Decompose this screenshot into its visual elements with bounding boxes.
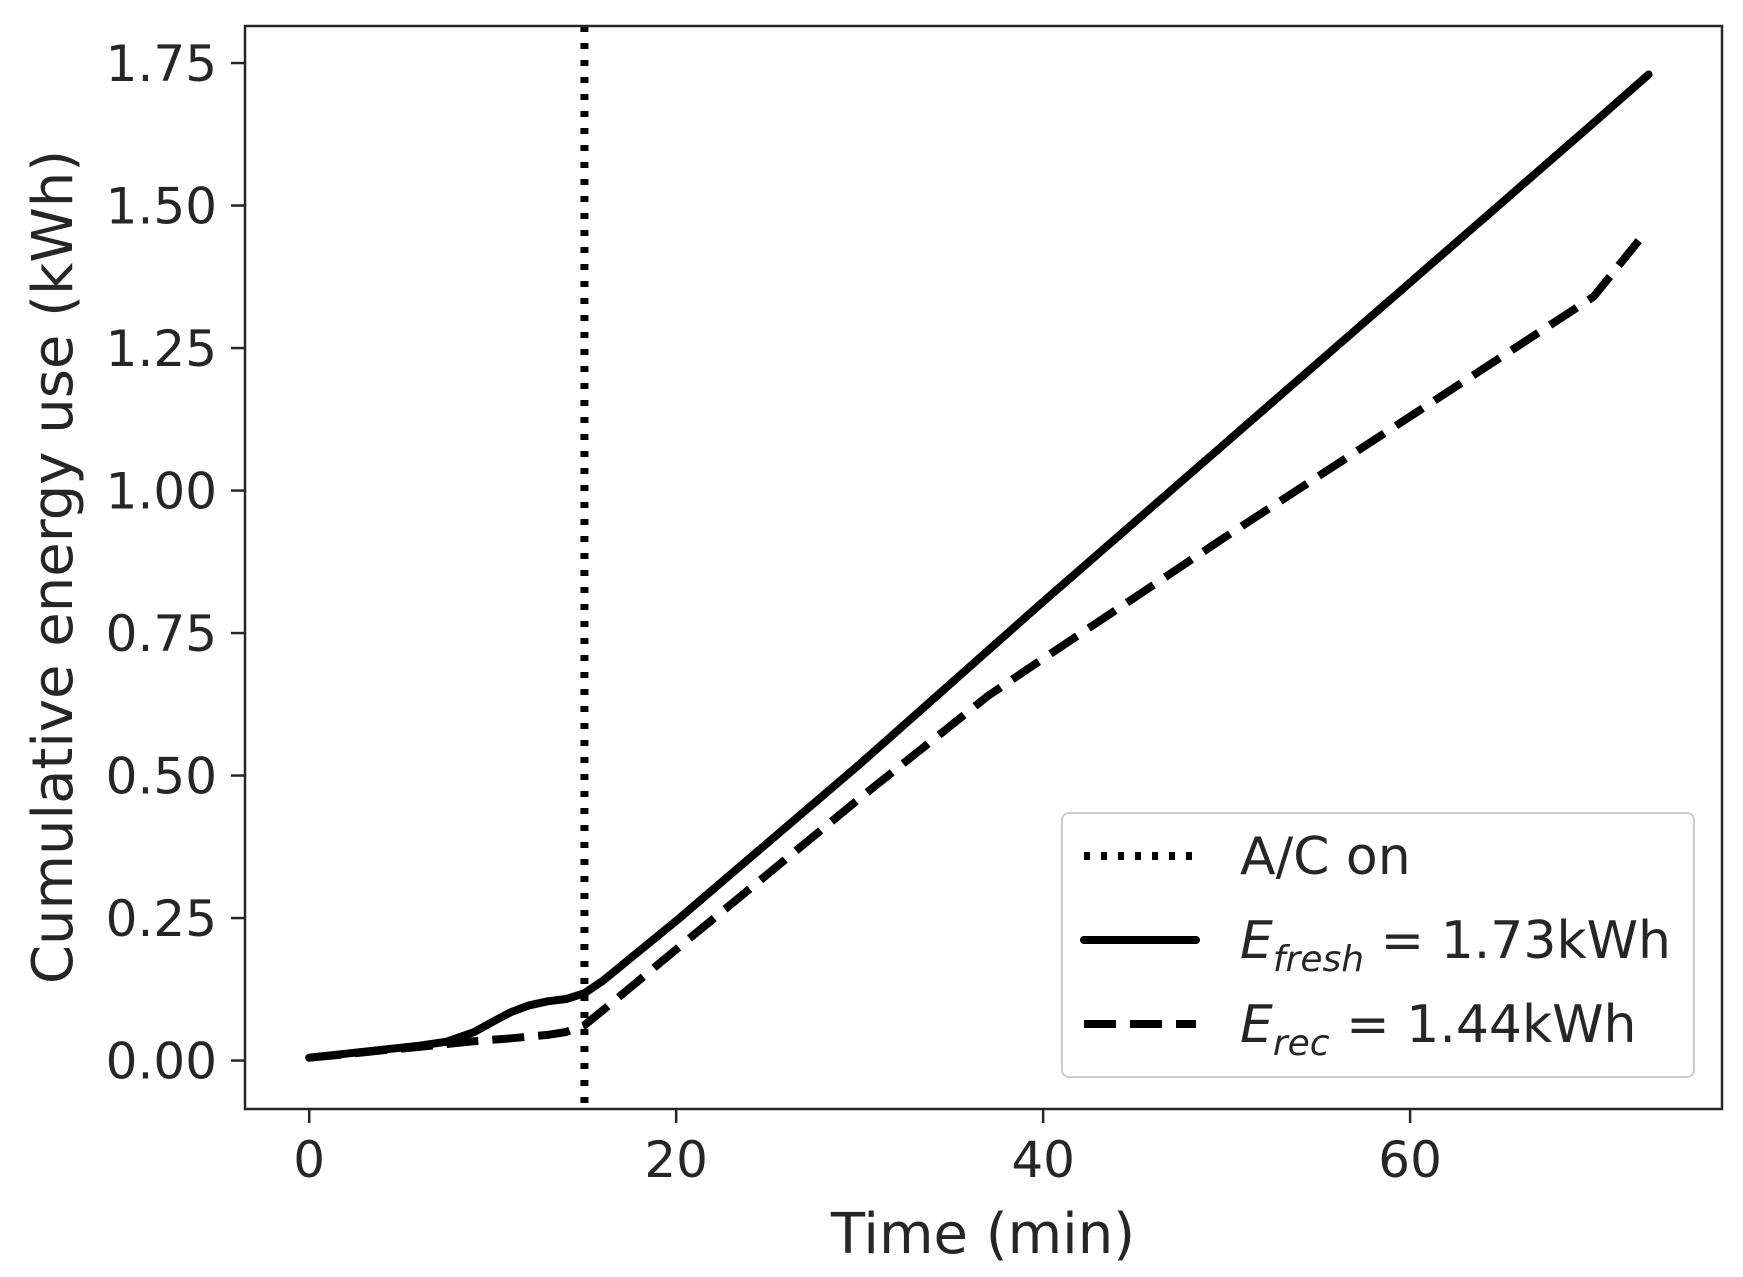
y-axis-label: Cumulative energy use (kWh)	[21, 150, 86, 984]
legend-e-rec-value: = 1.44kWh	[1330, 995, 1637, 1055]
legend-e-fresh-value: = 1.73kWh	[1364, 911, 1671, 971]
legend-box	[1061, 812, 1695, 1078]
legend-label-ac-on: A/C on	[1240, 827, 1411, 887]
data-series	[305, 70, 1653, 1062]
y-tick-label: 0.00	[106, 1033, 217, 1091]
y-axis-ticks: 0.00 0.25 0.50 0.75 1.00 1.25 1.50 1.75	[106, 35, 245, 1091]
plot-frame	[243, 24, 1724, 1111]
x-axis-ticks: 0 20 40 60	[293, 1109, 1442, 1189]
y-tick-label: 1.75	[106, 35, 217, 93]
y-tick-label: 0.50	[106, 748, 217, 806]
y-tick-label: 1.25	[106, 320, 217, 378]
legend-e-fresh-symbol: E	[1240, 911, 1273, 971]
legend-e-fresh-subscript: fresh	[1273, 939, 1364, 980]
y-tick-label: 0.25	[106, 890, 217, 948]
legend-e-rec-symbol: E	[1240, 995, 1273, 1055]
legend-e-rec-subscript: rec	[1273, 1023, 1330, 1064]
x-axis-label: Time (min)	[830, 1202, 1135, 1267]
y-tick-label: 0.75	[106, 605, 217, 663]
y-tick-label: 1.00	[106, 463, 217, 521]
series-line-e-rec	[308, 237, 1643, 1062]
legend-label-e-rec: Erec = 1.44kWh	[1240, 995, 1637, 1064]
legend-label-e-fresh: Efresh = 1.73kWh	[1240, 911, 1671, 980]
x-tick-label: 40	[1011, 1131, 1075, 1189]
x-tick-label: 60	[1378, 1131, 1442, 1189]
y-tick-label: 1.50	[106, 178, 217, 236]
x-tick-label: 0	[293, 1131, 325, 1189]
legend: A/C on Efresh = 1.73kWh Erec = 1.44kWh	[1061, 812, 1695, 1078]
x-tick-label: 20	[644, 1131, 708, 1189]
